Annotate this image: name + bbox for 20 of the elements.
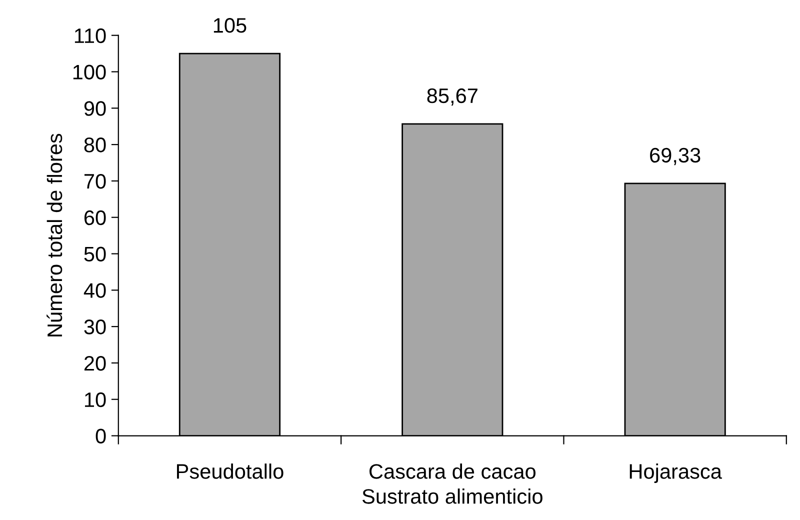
data-label: 85,67 [427,88,478,106]
x-tick-label: Cascara de cacao [370,464,536,479]
y-tick-label: 110 [74,28,106,44]
y-tick-label: 70 [84,174,106,189]
y-tick-label: 60 [84,210,106,226]
x-axis-title: Sustrato alimenticio [362,488,542,504]
data-label: 69,33 [650,148,700,166]
y-tick-label: 0 [96,428,106,444]
y-tick-label: 50 [84,246,106,262]
y-tick-label: 30 [84,320,106,334]
y-tick-label: 10 [85,392,106,408]
y-axis-title: Número total de flores [46,134,62,336]
y-tick-label: 90 [84,101,106,116]
y-tick-label: 40 [84,283,106,298]
x-tick-label: Hojarasca [630,464,722,483]
y-tick-label: 80 [84,138,106,152]
data-label: 105 [214,18,246,33]
x-tick-label: Pseudotallo [177,464,284,479]
y-tick-label: 20 [84,356,106,371]
y-tick-label: 100 [73,64,106,80]
